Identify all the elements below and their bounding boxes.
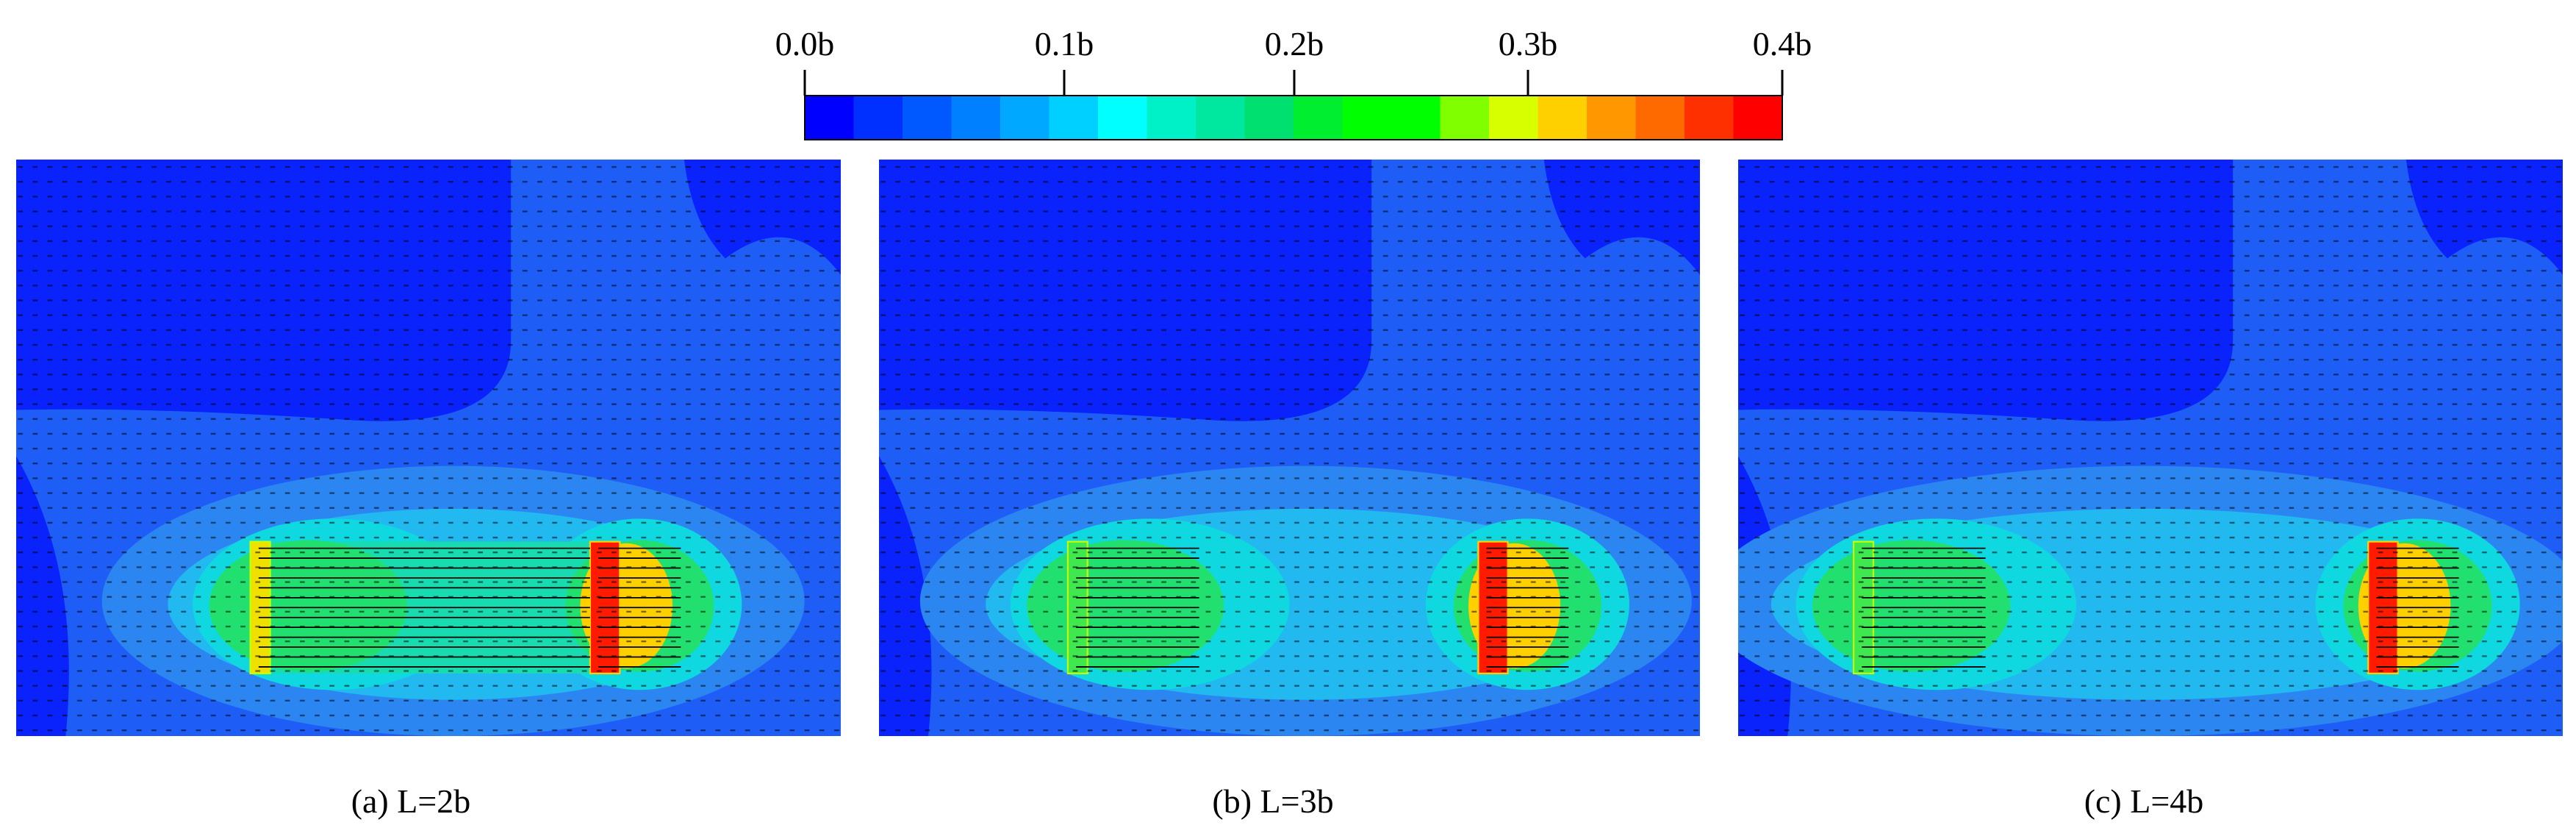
colorbar-tick-label: 0.2b: [1265, 25, 1324, 63]
colorbar-band: [1196, 96, 1245, 140]
colorbar-band: [1587, 96, 1636, 140]
contour-panel: [879, 160, 1700, 736]
colorbar-band: [1440, 96, 1490, 140]
vector-field: [1738, 160, 2563, 736]
colorbar-band: [1294, 96, 1343, 140]
panel-caption: (a) L=2b: [351, 782, 471, 820]
colorbar-tick-label: 0.3b: [1499, 25, 1558, 63]
panel-caption: (b) L=3b: [1212, 782, 1333, 820]
colorbar-band: [1489, 96, 1538, 140]
panel-caption: (c) L=4b: [2084, 782, 2204, 820]
vector-field: [879, 160, 1700, 736]
colorbar-band: [1391, 96, 1441, 140]
colorbar-band: [1244, 96, 1294, 140]
contour-panel: [1738, 160, 2563, 736]
colorbar-tick-label: 0.0b: [775, 25, 835, 63]
colorbar-band: [1685, 96, 1734, 140]
contour-panel: [16, 160, 841, 736]
colorbar-band: [1635, 96, 1685, 140]
colorbar-band: [1342, 96, 1392, 140]
colorbar-band: [1733, 96, 1783, 140]
colorbar-band: [1000, 96, 1050, 140]
colorbar-band: [951, 96, 1001, 140]
colorbar-band: [853, 96, 903, 140]
vector-field: [16, 160, 841, 736]
colorbar-tick-label: 0.1b: [1035, 25, 1094, 63]
colorbar-band: [805, 96, 854, 140]
colorbar-tick-label: 0.4b: [1753, 25, 1812, 63]
colorbar-band: [1098, 96, 1147, 140]
colorbar-band: [1147, 96, 1196, 140]
colorbar-band: [1538, 96, 1587, 140]
colorbar-band: [1049, 96, 1099, 140]
colorbar-band: [903, 96, 952, 140]
